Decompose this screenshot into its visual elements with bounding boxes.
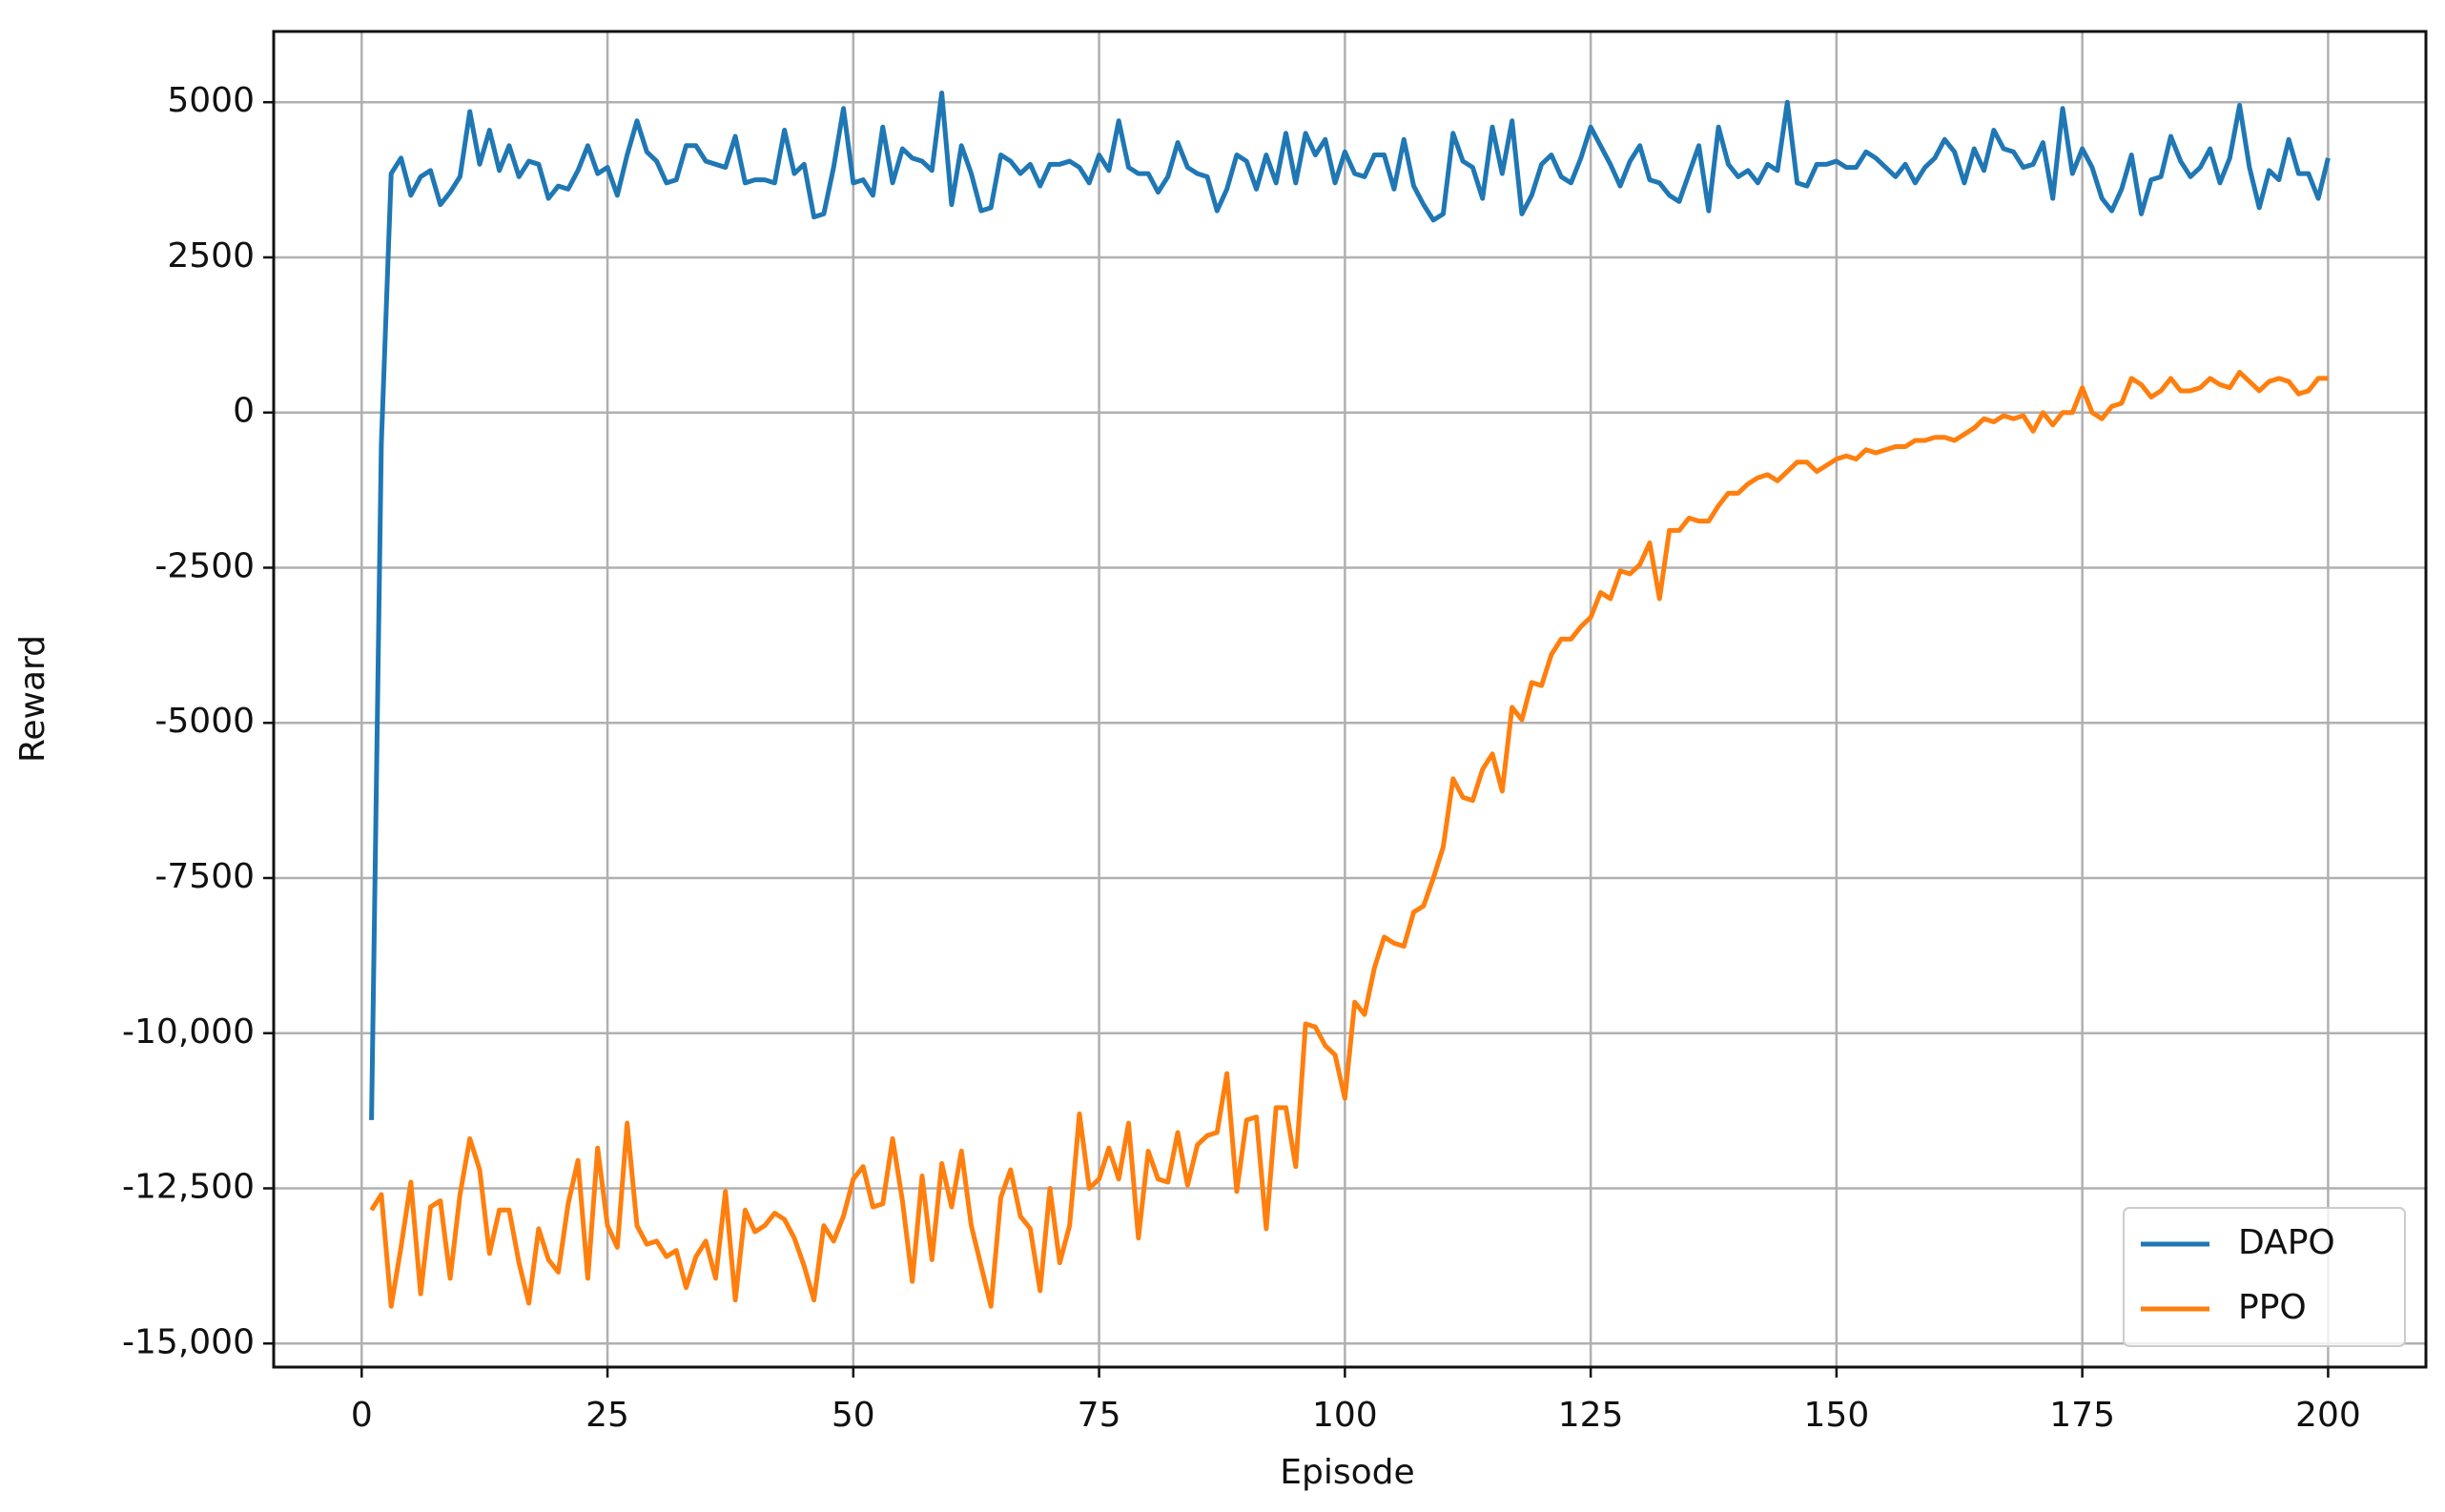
y-tick-label: -2500 <box>154 546 255 585</box>
y-tick-label: -12,500 <box>122 1168 255 1207</box>
y-axis-label: Reward <box>13 635 52 763</box>
plot-frame <box>272 30 2428 1369</box>
data-line <box>369 90 2331 1120</box>
y-tick-label: -5000 <box>154 702 255 741</box>
x-tick-label: 125 <box>1558 1396 1624 1435</box>
data-line <box>369 369 2329 1309</box>
x-tick-label: 200 <box>2295 1396 2361 1435</box>
x-tick-label: 75 <box>1078 1396 1121 1435</box>
y-tick-label: 2500 <box>167 236 255 276</box>
y-tick-label: -10,000 <box>122 1012 255 1052</box>
x-tick-label: 0 <box>351 1396 373 1435</box>
x-tick-label: 100 <box>1312 1396 1378 1435</box>
y-tick-label: -15,000 <box>122 1322 255 1361</box>
y-tick-label: 5000 <box>167 81 255 120</box>
legend-label: DAPO <box>2238 1223 2335 1262</box>
x-tick-label: 175 <box>2049 1396 2115 1435</box>
legend-label: PPO <box>2238 1288 2307 1327</box>
y-tick-label: -7500 <box>154 857 255 896</box>
x-axis-label: Episode <box>1280 1453 1414 1492</box>
y-tick-label: 0 <box>233 392 255 431</box>
x-tick-label: 50 <box>832 1396 875 1435</box>
x-tick-label: 150 <box>1804 1396 1870 1435</box>
x-tick-label: 25 <box>586 1396 629 1435</box>
